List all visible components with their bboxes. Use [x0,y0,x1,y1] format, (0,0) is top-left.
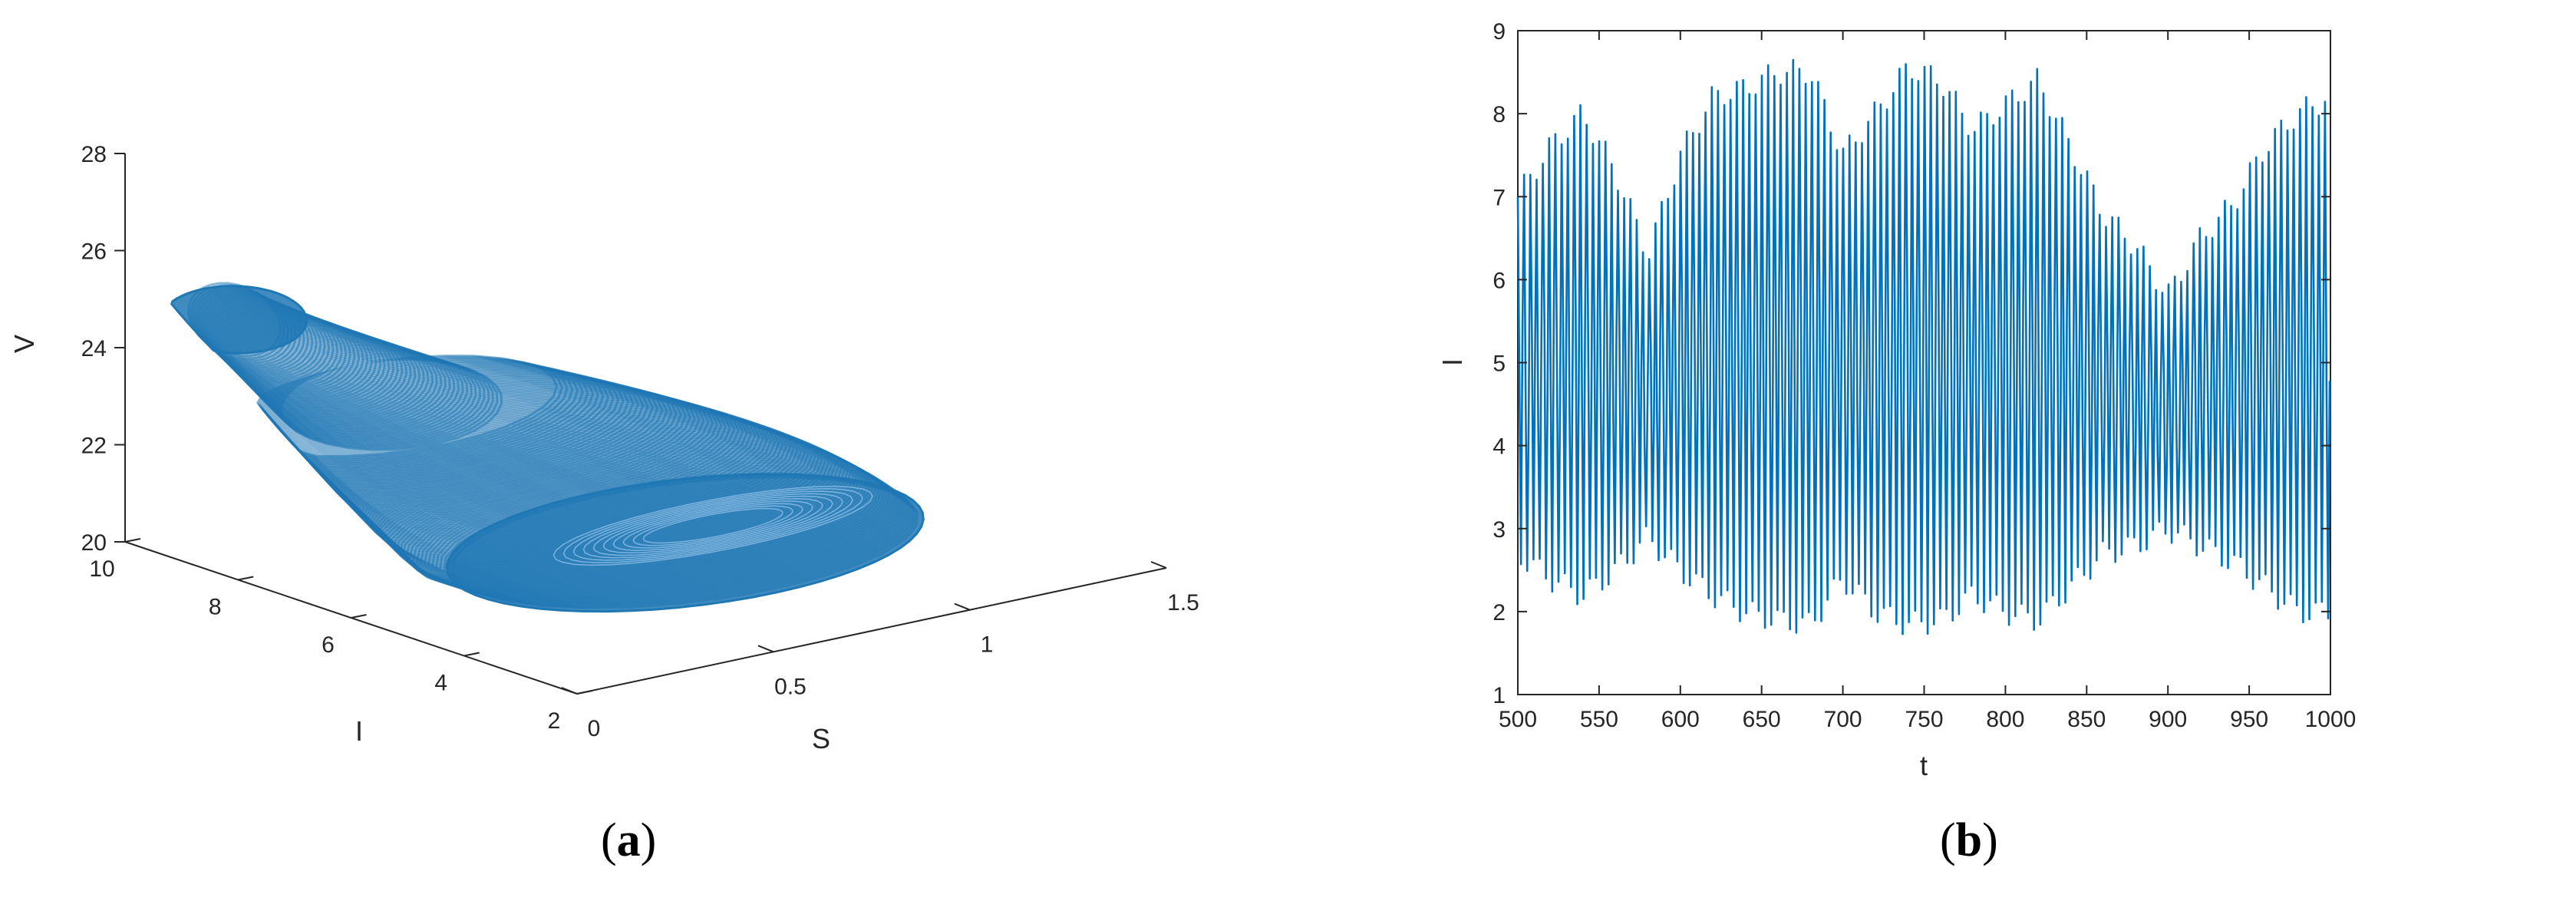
s-axis-label: S [812,723,830,754]
x-tick-label: 850 [2067,707,2106,732]
v-tick-label: 28 [81,142,107,167]
i-tick [238,576,254,581]
x-axis-ticks: 500 550 600 650 700 750 800 850 900 950 1000 [1499,31,2356,732]
series-i-line [1516,58,2331,635]
s-axis-ticks: 0 0.5 1 1.5 [561,561,1199,741]
s-tick-label: 1.5 [1167,590,1199,616]
s-tick [561,687,578,695]
i-tick-label: 4 [434,671,447,696]
attractor-highlight [552,485,873,566]
y-axis-ticks: 1 2 3 4 5 6 7 8 9 [1492,19,2330,708]
s-tick [757,645,774,653]
attractor-highlight [622,503,803,549]
v-axis-label: V [8,335,40,353]
x-tick-label: 800 [1986,707,2024,732]
i-tick-label: 2 [548,708,561,734]
x-tick-label: 600 [1661,707,1700,732]
i-axis-label: I [355,715,363,747]
y-tick-label: 8 [1492,102,1506,127]
y-tick-label: 1 [1492,683,1506,708]
i-tick [463,652,480,657]
x-tick-label: 500 [1499,707,1537,732]
s-tick-label: 0 [588,716,601,741]
attractor-highlight [572,490,853,561]
x-tick-label: 950 [2230,707,2268,732]
x-tick-label: 1000 [2305,707,2357,732]
y-tick-label: 7 [1492,185,1506,210]
s-axis-line [576,567,1167,695]
i-tick [576,690,593,695]
v-tick-label: 20 [81,530,107,556]
attractor-highlight [582,493,843,559]
v-tick-label: 22 [81,434,107,459]
y-tick-label: 2 [1492,600,1506,625]
y-tick-label: 5 [1492,351,1506,377]
v-axis-ticks: 20 22 24 26 28 [81,142,125,556]
attractor-highlight [562,488,863,563]
i-tick [351,614,367,619]
attractor-surface [170,282,925,613]
x-tick-label: 700 [1824,707,1862,732]
v-tick-label: 26 [81,239,107,265]
i-axis-ticks: 2 4 6 8 10 [89,538,593,734]
i-tick-label: 10 [89,556,114,582]
i-tick [124,538,141,543]
s-tick [954,602,971,611]
y-tick-label: 6 [1492,268,1506,293]
attractor-highlight [632,505,793,546]
attractor-highlight [612,500,813,551]
time-series-chart: 500 550 600 650 700 750 800 850 900 950 1000 12345… [1436,19,2356,781]
attractor-highlight [592,495,833,556]
x-tick-label: 550 [1580,707,1618,732]
s-tick [1150,561,1167,569]
panel-label-b: (b) [1940,814,1998,866]
attractor-lobe [170,285,308,355]
s-tick-label: 1 [981,632,994,658]
series-i-path [1516,58,2331,635]
y-axis-label: I [1436,358,1468,366]
x-tick-label: 900 [2149,707,2187,732]
x-tick-label: 750 [1905,707,1943,732]
v-tick-label: 24 [81,336,107,361]
i-tick-label: 8 [209,595,222,620]
s-tick-label: 0.5 [774,674,806,699]
y-tick-label: 4 [1492,434,1506,460]
y-tick-label: 9 [1492,19,1506,45]
x-tick-label: 650 [1743,707,1781,732]
y-tick-label: 3 [1492,517,1506,543]
panel-label-a: (a) [601,814,657,866]
attractor-highlight [642,507,783,544]
attractor-highlight [602,497,823,554]
x-axis-label: t [1920,750,1928,781]
i-tick-label: 6 [322,632,335,658]
